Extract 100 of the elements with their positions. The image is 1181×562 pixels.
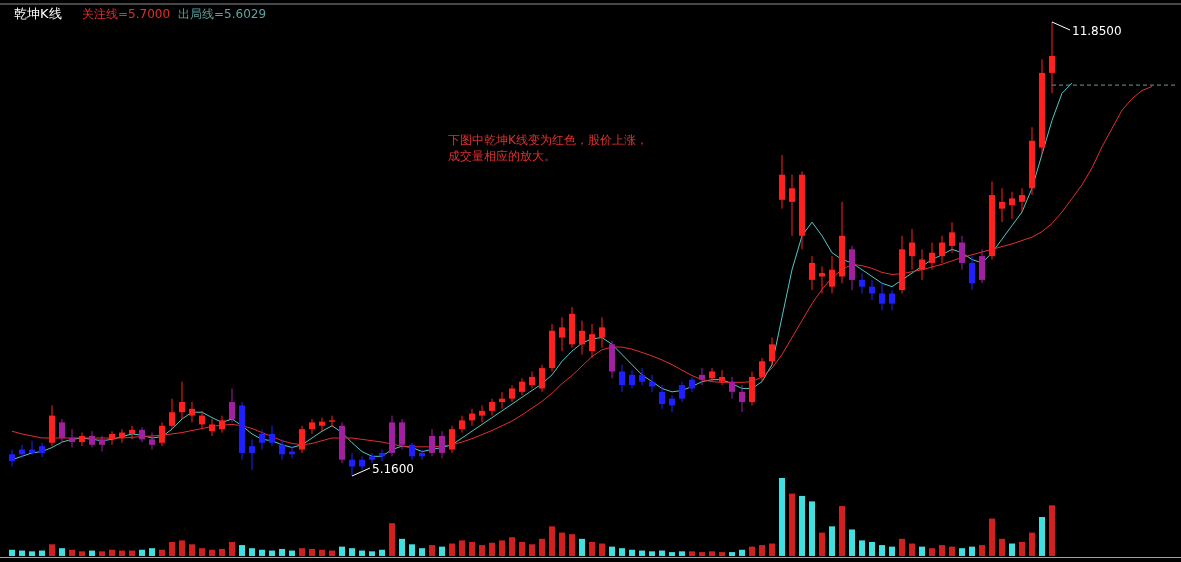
bar: [529, 544, 535, 556]
bar: [969, 546, 975, 556]
candlestick: [479, 404, 485, 423]
candlestick: [229, 387, 235, 423]
candlestick: [419, 449, 425, 461]
bar: [139, 549, 145, 556]
bar: [609, 546, 615, 556]
candlestick: [119, 428, 125, 444]
candlestick: [579, 320, 585, 356]
bar: [589, 541, 595, 556]
candlestick: [889, 289, 895, 311]
bar: [479, 545, 485, 556]
candlestick: [329, 415, 335, 428]
bar: [619, 548, 625, 556]
candlestick: [969, 255, 975, 291]
bar: [819, 532, 825, 556]
bar: [129, 550, 135, 556]
candlestick: [679, 381, 685, 403]
bar: [769, 543, 775, 556]
candlestick: [489, 398, 495, 417]
candlestick: [819, 265, 825, 294]
bar: [89, 550, 95, 556]
bar: [949, 546, 955, 556]
bar: [569, 534, 575, 556]
candlestick: [249, 438, 255, 471]
candlestick: [209, 418, 215, 437]
bar: [749, 546, 755, 556]
candlestick: [159, 421, 165, 447]
candlestick: [319, 417, 325, 432]
bar: [679, 551, 685, 556]
candlestick: [99, 435, 105, 453]
bar: [99, 551, 105, 556]
candlestick: [529, 370, 535, 389]
candlestick: [909, 228, 915, 271]
bar: [279, 548, 285, 556]
bar: [639, 550, 645, 556]
chart-title: 乾坤K线: [14, 6, 62, 21]
bar: [49, 544, 55, 556]
candlestick: [599, 316, 605, 349]
candlestick: [699, 367, 705, 386]
candlestick: [69, 428, 75, 448]
bar: [739, 549, 745, 556]
candlestick: [179, 381, 185, 420]
bar: [989, 518, 995, 556]
bar: [519, 541, 525, 556]
bar: [69, 549, 75, 556]
bar: [409, 544, 415, 556]
candlestick: [459, 415, 465, 434]
candlestick: [1019, 187, 1025, 213]
bar: [249, 548, 255, 556]
bar: [359, 550, 365, 556]
bar: [29, 551, 35, 556]
candlestick: [829, 255, 835, 294]
bar: [229, 541, 235, 556]
bar: [469, 541, 475, 556]
bar: [169, 541, 175, 556]
bar: [19, 550, 25, 556]
bar: [879, 545, 885, 556]
annotation: 5.1600: [372, 462, 414, 476]
candlestick: [959, 235, 965, 271]
bar: [109, 549, 115, 556]
bar: [759, 545, 765, 556]
bar: [79, 551, 85, 556]
bar: [979, 545, 985, 556]
bar: [559, 532, 565, 556]
candlestick: [949, 221, 955, 254]
bar: [9, 549, 15, 556]
candlestick: [809, 255, 815, 291]
candlestick: [789, 174, 795, 237]
candlestick: [879, 282, 885, 311]
bar: [429, 545, 435, 556]
candlestick: [979, 248, 985, 284]
bar: [729, 552, 735, 556]
bar: [219, 548, 225, 556]
candlestick: [929, 242, 935, 271]
bar: [439, 546, 445, 556]
bar: [689, 551, 695, 556]
bar: [629, 549, 635, 556]
bar: [379, 549, 385, 556]
bar: [549, 526, 555, 556]
bar: [929, 548, 935, 556]
candlestick: [559, 316, 565, 352]
bar: [329, 550, 335, 556]
bar: [779, 478, 785, 556]
bar: [849, 529, 855, 556]
bar: [859, 540, 865, 556]
candlestick: [769, 337, 775, 366]
bar: [659, 550, 665, 556]
bar: [909, 543, 915, 556]
candlestick: [189, 401, 195, 423]
bar: [719, 552, 725, 556]
candlestick: [29, 440, 35, 456]
bar: [959, 548, 965, 556]
candlestick: [619, 364, 625, 393]
bar: [1039, 517, 1045, 556]
bar: [309, 548, 315, 556]
bar: [149, 548, 155, 556]
bar: [319, 549, 325, 556]
bar: [789, 493, 795, 556]
bar: [839, 506, 845, 556]
